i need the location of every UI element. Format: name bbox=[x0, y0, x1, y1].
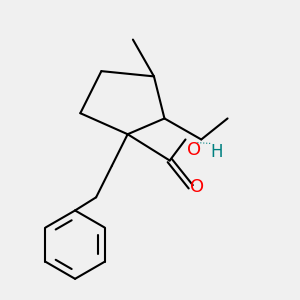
Text: O: O bbox=[187, 141, 201, 159]
Text: H: H bbox=[211, 143, 223, 161]
Text: O: O bbox=[190, 178, 204, 196]
